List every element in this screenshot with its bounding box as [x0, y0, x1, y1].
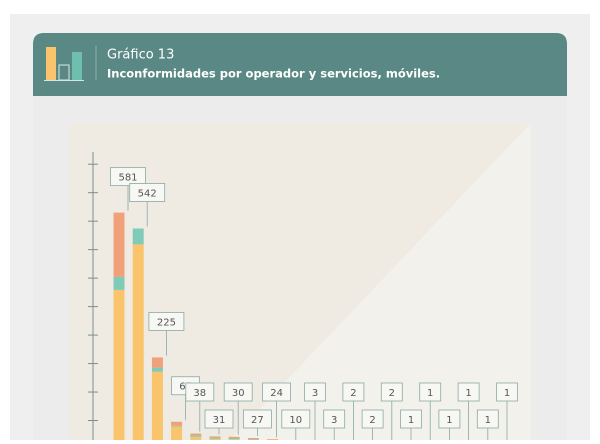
- label-box: [304, 382, 326, 402]
- bar-segment: [171, 421, 183, 426]
- value-label: 38: [193, 388, 206, 399]
- card-header: [33, 33, 567, 96]
- label-box: [476, 409, 499, 429]
- label-box: [400, 409, 422, 429]
- value-label: 1: [504, 388, 510, 399]
- value-label: 581: [118, 173, 137, 184]
- label-box: [223, 382, 253, 402]
- label-box: [361, 409, 384, 429]
- value-label: 1: [465, 388, 471, 399]
- label-box: [242, 409, 272, 429]
- value-label: 1: [427, 388, 433, 399]
- label-box: [342, 382, 365, 402]
- title: Gráfico 13: [107, 48, 174, 63]
- subtitle: Inconformidades por operador y servicios…: [107, 67, 440, 81]
- value-label: 30: [232, 388, 245, 399]
- bar-segment: [209, 436, 221, 438]
- bar-segment: [247, 438, 259, 440]
- chart: 5815422256738313027241033222111111: [88, 152, 518, 444]
- value-label: 1: [408, 415, 414, 426]
- label-box: [262, 382, 292, 402]
- bar-segment: [209, 437, 221, 439]
- label-box: [281, 409, 311, 429]
- bar-segment: [113, 276, 125, 290]
- label-box: [323, 409, 346, 429]
- value-label: 10: [289, 415, 302, 426]
- label-box: [438, 409, 461, 429]
- bar-segment: [132, 228, 144, 245]
- bar-segment: [190, 433, 202, 436]
- bar-segment: [171, 426, 183, 444]
- bar-segment: [151, 367, 163, 372]
- label-box: [496, 382, 518, 402]
- bar-segment: [113, 289, 125, 444]
- value-label: 2: [369, 415, 375, 426]
- label-box: [185, 382, 215, 402]
- bar-segment: [228, 436, 240, 439]
- bar-segment: [113, 212, 125, 277]
- value-label: 27: [251, 415, 264, 426]
- value-label: 1: [485, 415, 491, 426]
- bar-segment: [190, 435, 202, 437]
- value-label: 3: [312, 388, 318, 399]
- label-box: [148, 312, 185, 331]
- value-label: 1: [446, 415, 452, 426]
- bar-segment: [171, 425, 183, 427]
- plot-shade: [230, 123, 531, 440]
- bar-segment: [151, 371, 163, 444]
- value-label: 3: [331, 415, 337, 426]
- label-box: [380, 382, 403, 402]
- bar-segment: [151, 357, 163, 368]
- label-box: [129, 183, 166, 202]
- bar-segment: [228, 438, 240, 440]
- icon: [44, 47, 84, 81]
- bar-segment: [132, 244, 144, 444]
- label-box: [204, 409, 234, 429]
- value-label: 2: [389, 388, 395, 399]
- value-label: 542: [138, 188, 157, 199]
- value-label: 31: [213, 415, 226, 426]
- value-label: 24: [270, 388, 283, 399]
- label-box: [457, 382, 480, 402]
- label-box: [419, 382, 442, 402]
- value-label: 2: [350, 388, 356, 399]
- value-label: 225: [157, 317, 176, 328]
- label-box: [110, 167, 146, 187]
